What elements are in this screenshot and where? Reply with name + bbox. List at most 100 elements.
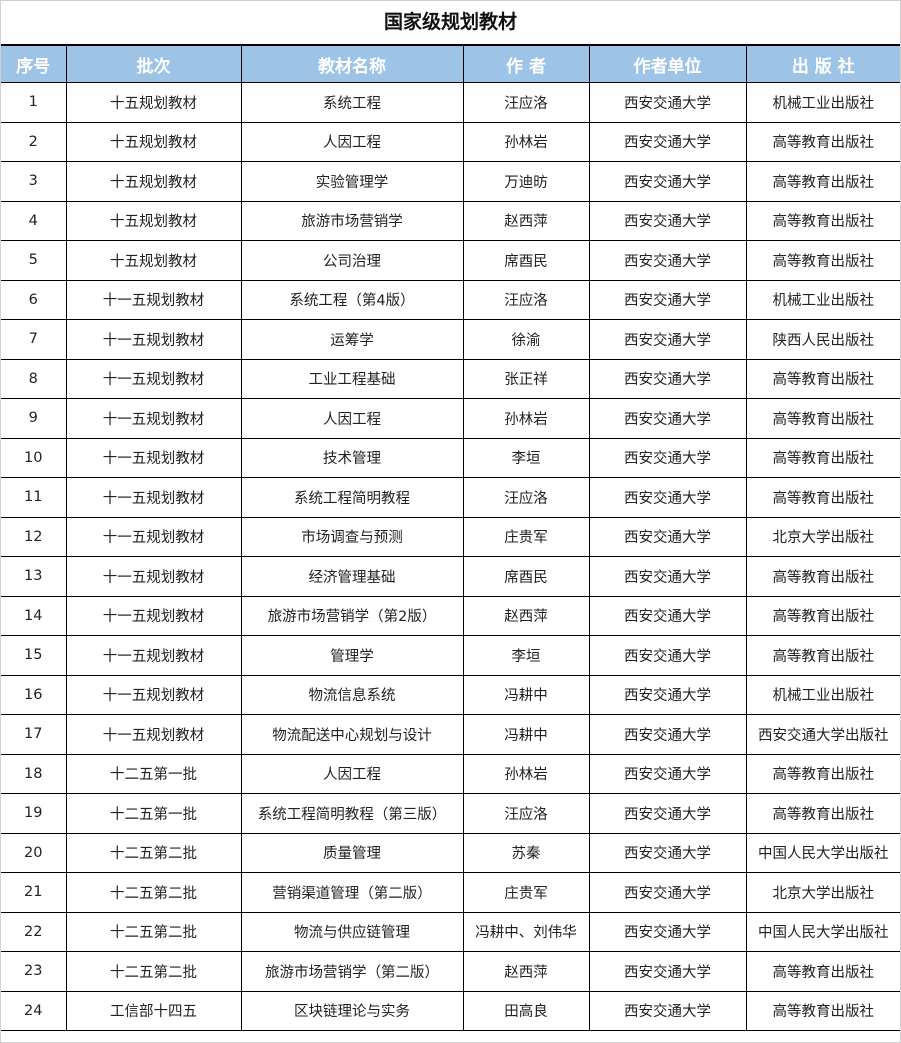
- cell-publisher: 中国人民大学出版社: [745, 911, 900, 952]
- table-row: 12 十一五规划教材 市场调查与预测 庄贵军 西安交通大学 北京大学出版社: [1, 516, 900, 557]
- cell-author: 席酉民: [462, 556, 590, 597]
- cell-batch: 十五规划教材: [65, 200, 242, 241]
- cell-index: 16: [1, 674, 67, 715]
- table-row: 11 十一五规划教材 系统工程简明教程 汪应洛 西安交通大学 高等教育出版社: [1, 477, 900, 518]
- cell-index: 11: [1, 477, 67, 518]
- cell-textbook-name: 人因工程: [240, 121, 464, 162]
- cell-batch: 十一五规划教材: [65, 635, 242, 676]
- cell-textbook-name: 系统工程（第4版）: [240, 279, 464, 320]
- cell-textbook-name: 技术管理: [240, 437, 464, 478]
- cell-batch: 十五规划教材: [65, 240, 242, 281]
- cell-author: 孙林岩: [462, 398, 590, 439]
- cell-index: 15: [1, 635, 67, 676]
- cell-index: 21: [1, 872, 67, 913]
- cell-author-unit: 西安交通大学: [588, 161, 747, 202]
- cell-index: 14: [1, 595, 67, 636]
- cell-index: 24: [1, 990, 67, 1031]
- cell-publisher: 高等教育出版社: [745, 200, 900, 241]
- cell-author-unit: 西安交通大学: [588, 635, 747, 676]
- cell-author-unit: 西安交通大学: [588, 872, 747, 913]
- cell-publisher: 高等教育出版社: [745, 358, 900, 399]
- cell-author: 庄贵军: [462, 872, 590, 913]
- cell-textbook-name: 市场调查与预测: [240, 516, 464, 557]
- cell-batch: 十一五规划教材: [65, 674, 242, 715]
- cell-batch: 十一五规划教材: [65, 556, 242, 597]
- cell-textbook-name: 经济管理基础: [240, 556, 464, 597]
- cell-author-unit: 西安交通大学: [588, 279, 747, 320]
- cell-author: 冯耕中: [462, 714, 590, 755]
- cell-author: 李垣: [462, 635, 590, 676]
- cell-author: 孙林岩: [462, 753, 590, 794]
- cell-index: 20: [1, 832, 67, 873]
- cell-publisher: 西安交通大学出版社: [745, 714, 900, 755]
- cell-author: 张正祥: [462, 358, 590, 399]
- cell-batch: 十一五规划教材: [65, 319, 242, 360]
- cell-textbook-name: 旅游市场营销学（第二版）: [240, 951, 464, 992]
- cell-author-unit: 西安交通大学: [588, 911, 747, 952]
- cell-textbook-name: 系统工程简明教程: [240, 477, 464, 518]
- cell-author: 赵西萍: [462, 200, 590, 241]
- cell-author-unit: 西安交通大学: [588, 674, 747, 715]
- cell-author-unit: 西安交通大学: [588, 477, 747, 518]
- cell-author-unit: 西安交通大学: [588, 200, 747, 241]
- cell-author: 李垣: [462, 437, 590, 478]
- cell-publisher: 高等教育出版社: [745, 595, 900, 636]
- cell-index: 13: [1, 556, 67, 597]
- cell-batch: 十一五规划教材: [65, 279, 242, 320]
- column-header-batch: 批次: [65, 46, 242, 83]
- cell-index: 3: [1, 161, 67, 202]
- cell-author: 万迪昉: [462, 161, 590, 202]
- cell-index: 18: [1, 753, 67, 794]
- cell-author: 冯耕中: [462, 674, 590, 715]
- cell-index: 4: [1, 200, 67, 241]
- cell-textbook-name: 物流信息系统: [240, 674, 464, 715]
- cell-batch: 十一五规划教材: [65, 595, 242, 636]
- cell-publisher: 北京大学出版社: [745, 872, 900, 913]
- cell-textbook-name: 质量管理: [240, 832, 464, 873]
- table-row: 19 十二五第一批 系统工程简明教程（第三版） 汪应洛 西安交通大学 高等教育出版社: [1, 793, 900, 834]
- table-row: 2 十五规划教材 人因工程 孙林岩 西安交通大学 高等教育出版社: [1, 121, 900, 162]
- cell-textbook-name: 实验管理学: [240, 161, 464, 202]
- cell-publisher: 高等教育出版社: [745, 437, 900, 478]
- cell-publisher: 陕西人民出版社: [745, 319, 900, 360]
- cell-author: 赵西萍: [462, 951, 590, 992]
- cell-index: 17: [1, 714, 67, 755]
- cell-batch: 十一五规划教材: [65, 358, 242, 399]
- cell-publisher: 高等教育出版社: [745, 161, 900, 202]
- cell-textbook-name: 系统工程: [240, 82, 464, 123]
- table-row: 8 十一五规划教材 工业工程基础 张正祥 西安交通大学 高等教育出版社: [1, 358, 900, 399]
- cell-textbook-name: 物流与供应链管理: [240, 911, 464, 952]
- cell-batch: 十五规划教材: [65, 121, 242, 162]
- cell-publisher: 机械工业出版社: [745, 82, 900, 123]
- cell-author-unit: 西安交通大学: [588, 556, 747, 597]
- cell-author-unit: 西安交通大学: [588, 437, 747, 478]
- cell-index: 8: [1, 358, 67, 399]
- table-row: 22 十二五第二批 物流与供应链管理 冯耕中、刘伟华 西安交通大学 中国人民大学出版社: [1, 911, 900, 952]
- cell-index: 2: [1, 121, 67, 162]
- cell-index: 19: [1, 793, 67, 834]
- cell-index: 10: [1, 437, 67, 478]
- column-header-author-unit: 作者单位: [588, 46, 747, 83]
- cell-author: 苏秦: [462, 832, 590, 873]
- cell-index: 12: [1, 516, 67, 557]
- cell-author-unit: 西安交通大学: [588, 595, 747, 636]
- cell-publisher: 高等教育出版社: [745, 477, 900, 518]
- cell-textbook-name: 管理学: [240, 635, 464, 676]
- cell-textbook-name: 公司治理: [240, 240, 464, 281]
- table-row: 16 十一五规划教材 物流信息系统 冯耕中 西安交通大学 机械工业出版社: [1, 674, 900, 715]
- cell-batch: 十五规划教材: [65, 82, 242, 123]
- column-header-author: 作 者: [462, 46, 590, 83]
- cell-index: 22: [1, 911, 67, 952]
- cell-author-unit: 西安交通大学: [588, 319, 747, 360]
- column-header-index: 序号: [1, 46, 67, 83]
- cell-batch: 十二五第一批: [65, 793, 242, 834]
- page-title: 国家级规划教材: [1, 1, 900, 46]
- table-row: 13 十一五规划教材 经济管理基础 席酉民 西安交通大学 高等教育出版社: [1, 556, 900, 597]
- table-row: 20 十二五第二批 质量管理 苏秦 西安交通大学 中国人民大学出版社: [1, 832, 900, 873]
- column-header-textbook-name: 教材名称: [240, 46, 464, 83]
- cell-batch: 十一五规划教材: [65, 516, 242, 557]
- cell-publisher: 中国人民大学出版社: [745, 832, 900, 873]
- cell-batch: 十二五第二批: [65, 832, 242, 873]
- table-row: 17 十一五规划教材 物流配送中心规划与设计 冯耕中 西安交通大学 西安交通大学出版社: [1, 714, 900, 755]
- table-row: 24 工信部十四五 区块链理论与实务 田高良 西安交通大学 高等教育出版社: [1, 990, 900, 1031]
